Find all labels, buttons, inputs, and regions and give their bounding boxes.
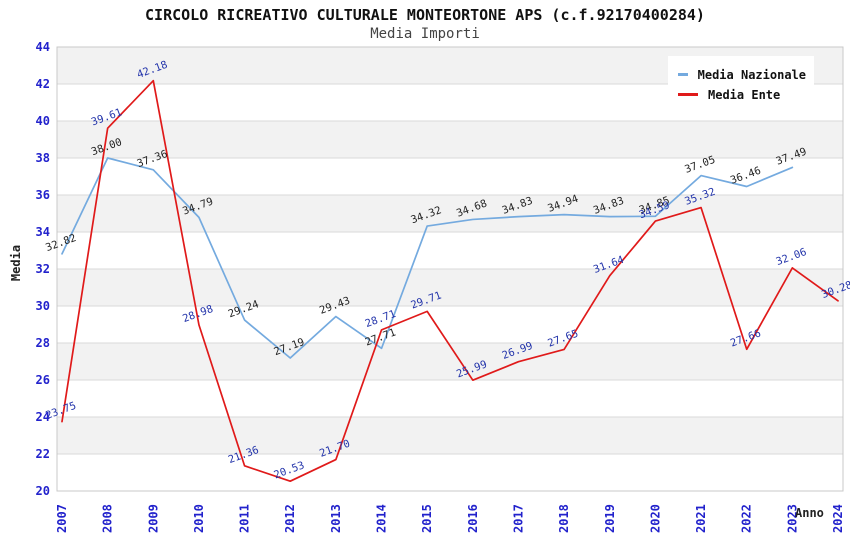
x-axis-tick-labels: 2007 2008 2009 2010 2011 2012 2013 2014 2015 2016… [55, 504, 845, 533]
y-tick-label: 24 [36, 410, 50, 424]
y-tick-label: 32 [36, 262, 50, 276]
y-tick-label: 40 [36, 114, 50, 128]
x-tick-label: 2015 [420, 504, 434, 533]
x-tick-label: 2020 [648, 504, 662, 533]
legend-label: Media Ente [708, 87, 781, 102]
x-tick-label: 2022 [740, 504, 754, 533]
y-tick-label: 22 [36, 447, 50, 461]
x-tick-label: 2018 [557, 504, 571, 533]
y-tick-label: 38 [36, 151, 50, 165]
series-media-nazionale [61, 157, 794, 359]
x-tick-label: 2016 [466, 504, 480, 533]
x-axis-title: Anno [795, 506, 824, 520]
x-tick-label: 2023 [785, 504, 799, 533]
x-tick-label: 2007 [55, 504, 69, 533]
legend-item-media-nazionale: Media Nazionale [678, 66, 806, 83]
nazionale-line-swatch-icon [678, 73, 688, 76]
plot-bands [57, 47, 843, 491]
x-tick-label: 2017 [511, 504, 525, 533]
y-axis-title: Media [9, 244, 23, 282]
x-tick-label: 2019 [603, 504, 617, 533]
y-tick-label: 42 [36, 77, 50, 91]
x-tick-label: 2008 [101, 504, 115, 533]
y-tick-label: 26 [36, 373, 50, 387]
x-tick-label: 2012 [283, 504, 297, 533]
legend-label: Media Nazionale [697, 67, 806, 82]
y-tick-label: 34 [36, 225, 50, 239]
chart-subtitle: Media Importi [370, 26, 480, 42]
y-tick-label: 20 [36, 484, 50, 498]
plot-border [56, 46, 844, 492]
x-tick-label: 2021 [694, 504, 708, 533]
legend: Media Nazionale Media Ente [668, 56, 814, 112]
y-tick-label: 44 [36, 40, 50, 54]
x-tick-label: 2010 [192, 504, 206, 533]
x-tick-label: 2013 [329, 504, 343, 533]
y-axis-tick-labels: 44 42 40 38 36 34 32 30 28 26 24 22 20 [36, 40, 50, 498]
x-tick-label: 2009 [146, 504, 160, 533]
x-tick-label: 2014 [375, 504, 389, 533]
chart-title: CIRCOLO RICREATIVO CULTURALE MONTEORTONE… [145, 6, 705, 24]
y-tick-label: 36 [36, 188, 50, 202]
y-tick-label: 30 [36, 299, 50, 313]
series-media-ente [61, 79, 839, 483]
y-tick-label: 28 [36, 336, 50, 350]
x-tick-label: 2024 [831, 504, 845, 533]
ente-line-swatch-icon [678, 93, 698, 96]
x-tick-label: 2011 [238, 504, 252, 533]
legend-item-media-ente: Media Ente [678, 86, 806, 103]
